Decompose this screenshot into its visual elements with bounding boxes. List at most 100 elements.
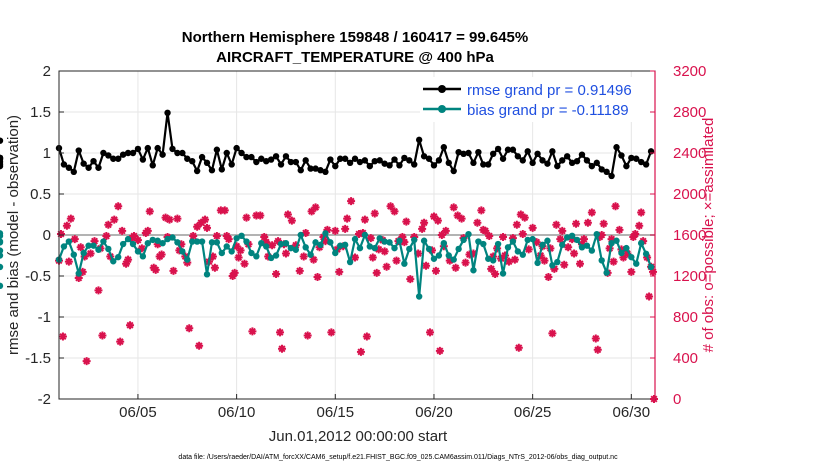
bias-point-34 [223, 243, 230, 250]
obs-marker-202 [629, 233, 638, 242]
obs-marker-83 [382, 262, 391, 271]
bias-point-88 [489, 257, 497, 264]
obs-marker-40 [212, 232, 221, 241]
obs-marker-99 [445, 256, 454, 265]
bias-point-91 [504, 244, 512, 251]
legend-rmse-label: rmse grand pr = 0.91496 [467, 82, 632, 99]
rmse-point-76 [430, 162, 438, 169]
rmse-point-22 [164, 109, 171, 117]
rmse-point-53 [317, 167, 324, 174]
rmse-point-49 [297, 167, 304, 174]
rmse-point-113 [613, 144, 620, 151]
rmse-point-89 [494, 145, 502, 153]
rmse-point-43 [267, 156, 275, 163]
obs-marker-93 [422, 261, 431, 270]
obs-marker-141 [611, 202, 620, 211]
bias-point-49 [297, 231, 304, 239]
obs-marker-59 [287, 216, 296, 225]
obs-marker-58 [283, 210, 292, 219]
rmse-point-91 [504, 146, 512, 153]
obs-marker-166 [341, 224, 350, 233]
bias-point-98 [539, 241, 546, 249]
obs-marker-75 [351, 253, 360, 262]
rmse-point-64 [371, 158, 378, 165]
rmse-point-45 [277, 161, 285, 168]
obs-marker-205 [230, 268, 239, 277]
bias-point-128 [0, 230, 4, 237]
bias-point-62 [361, 231, 369, 239]
rmse-point-37 [238, 149, 245, 157]
x-tick-label-5: 06/30 [613, 404, 651, 421]
y-left-tick-label-8: 2 [43, 63, 51, 80]
bias-point-72 [411, 236, 418, 244]
rmse-point-118 [637, 158, 645, 166]
obs-marker-46 [236, 246, 245, 255]
rmse-point-111 [603, 168, 610, 176]
rmse-point-70 [401, 154, 408, 162]
legend-box [420, 77, 650, 122]
rmse-point-12 [115, 155, 122, 162]
rmse-point-42 [263, 158, 270, 165]
obs-marker-95 [429, 212, 438, 221]
obs-marker-17 [122, 259, 131, 268]
rmse-point-67 [386, 162, 393, 169]
bias-point-105 [573, 236, 581, 244]
obs-marker-80 [370, 209, 379, 218]
obs-marker-94 [426, 328, 435, 337]
obs-marker-113 [501, 251, 510, 260]
obs-marker-7 [82, 357, 91, 366]
obs-marker-100 [449, 203, 458, 212]
rmse-point-73 [415, 136, 423, 144]
rmse-point-75 [425, 155, 433, 162]
rmse-point-120 [647, 148, 655, 155]
rmse-point-4 [75, 147, 82, 154]
rmse-point-85 [475, 148, 482, 156]
rmse-point-6 [85, 164, 92, 171]
obs-marker-135 [587, 208, 596, 217]
obs-marker-117 [516, 210, 525, 219]
obs-marker-96 [433, 216, 442, 225]
obs-marker-30 [173, 214, 182, 223]
rmse-point-40 [253, 158, 260, 166]
bias-point-86 [480, 240, 487, 248]
rmse-point-15 [129, 149, 137, 157]
bias-point-102 [559, 241, 566, 249]
obs-marker-164 [301, 228, 310, 237]
obs-marker-8 [86, 249, 95, 258]
obs-marker-151 [56, 229, 65, 238]
obs-marker-211 [609, 257, 618, 266]
bias-point-58 [341, 241, 349, 249]
obs-marker-165 [321, 237, 330, 246]
obs-marker-206 [313, 273, 322, 282]
bias-point-45 [277, 240, 285, 248]
y-right-tick-label-1: 400 [673, 350, 698, 367]
bias-point-99 [544, 237, 551, 244]
y-right-tick-label-4: 1600 [673, 227, 706, 244]
obs-marker-134 [583, 218, 592, 227]
obs-marker-35 [193, 222, 202, 231]
bias-point-56 [332, 249, 339, 257]
legend: rmse grand pr = 0.91496 bias grand pr = … [420, 77, 650, 122]
rmse-point-83 [465, 149, 472, 157]
y-right-tick-label-6: 2400 [673, 145, 706, 162]
obs-marker-156 [143, 226, 152, 235]
obs-marker-110 [489, 252, 498, 261]
bias-point-19 [149, 236, 156, 244]
obs-marker-16 [118, 226, 127, 235]
bias-point-1 [60, 243, 68, 250]
obs-marker-120 [528, 223, 537, 232]
rmse-point-74 [420, 153, 428, 160]
bias-point-79 [445, 252, 452, 259]
rmse-point-66 [381, 160, 388, 167]
obs-marker-125 [548, 329, 557, 338]
bias-point-100 [549, 262, 556, 269]
bias-point-7 [90, 242, 97, 249]
obs-marker-126 [552, 220, 561, 229]
rmse-point-47 [287, 158, 295, 166]
obs-marker-73 [343, 214, 352, 223]
obs-marker-196 [451, 263, 460, 272]
rmse-point-17 [139, 156, 147, 163]
obs-marker-9 [90, 237, 99, 246]
bias-point-85 [475, 238, 482, 245]
bias-point-124 [0, 247, 4, 254]
